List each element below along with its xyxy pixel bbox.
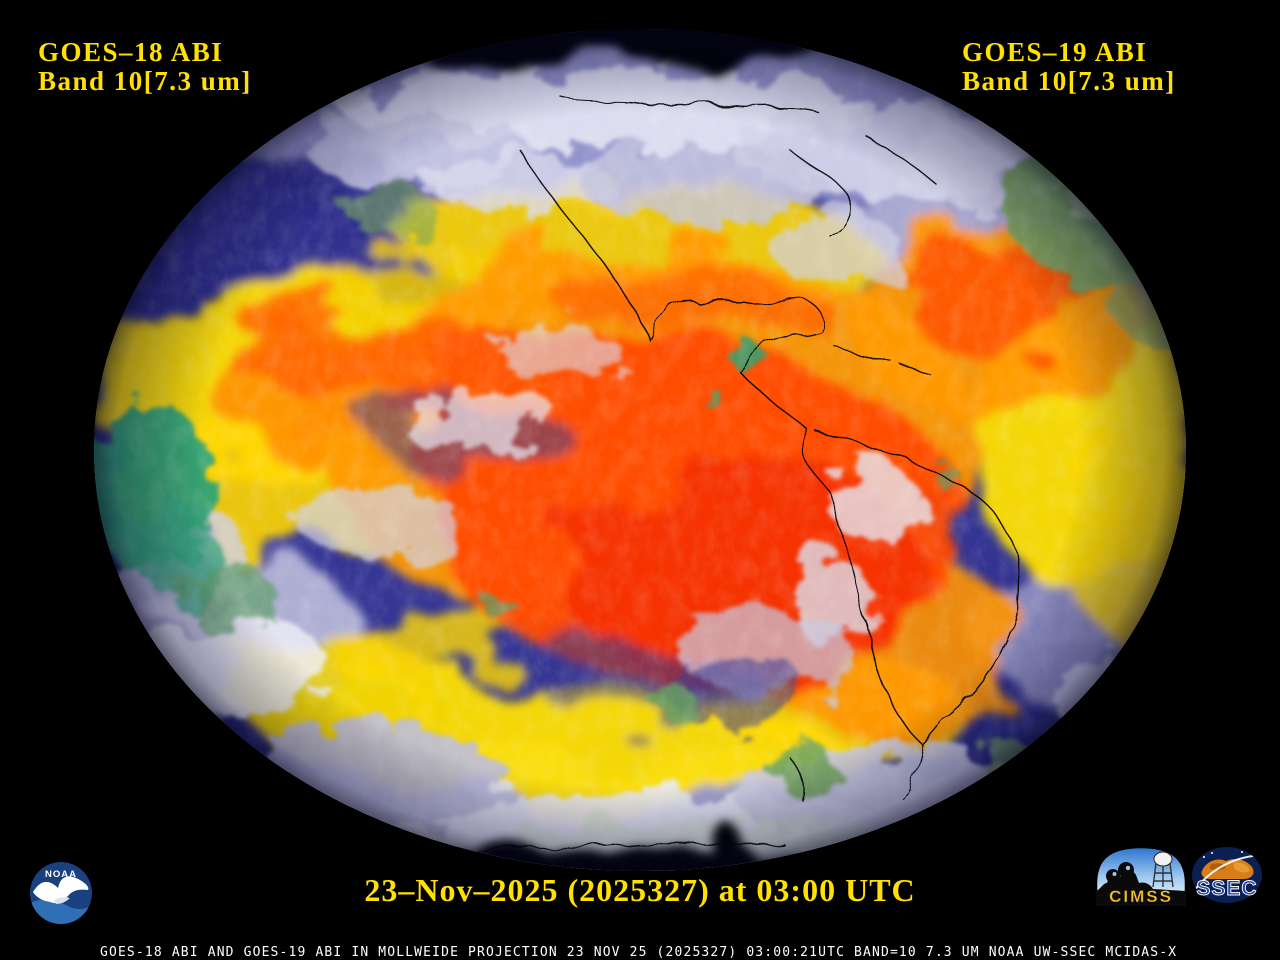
goes18-title: GOES–18 ABI Band 10[7.3 um] bbox=[38, 38, 252, 96]
limb-vignette bbox=[94, 29, 1186, 871]
cimss-logo-label: CIMSS bbox=[1109, 887, 1173, 906]
cimss-logo: CIMSS bbox=[1094, 845, 1188, 908]
timestamp-label: 23–Nov–2025 (2025327) at 03:00 UTC bbox=[364, 872, 916, 908]
goes19-title-line2: Band 10[7.3 um] bbox=[962, 66, 1176, 96]
goes18-title-line1: GOES–18 ABI bbox=[38, 37, 224, 67]
ssec-logo-label: SSEC bbox=[1196, 877, 1257, 900]
ssec-logo: SSEC bbox=[1192, 847, 1262, 903]
water-tower bbox=[1152, 851, 1174, 888]
image-caption: GOES-18 ABI AND GOES-19 ABI IN MOLLWEIDE… bbox=[100, 945, 1178, 960]
goes18-title-line2: Band 10[7.3 um] bbox=[38, 66, 252, 96]
noaa-logo-label: NOAA bbox=[45, 869, 77, 880]
goes19-title: GOES–19 ABI Band 10[7.3 um] bbox=[962, 38, 1176, 96]
goes19-title-line1: GOES–19 ABI bbox=[962, 37, 1148, 67]
noaa-logo: NOAA bbox=[30, 862, 92, 924]
